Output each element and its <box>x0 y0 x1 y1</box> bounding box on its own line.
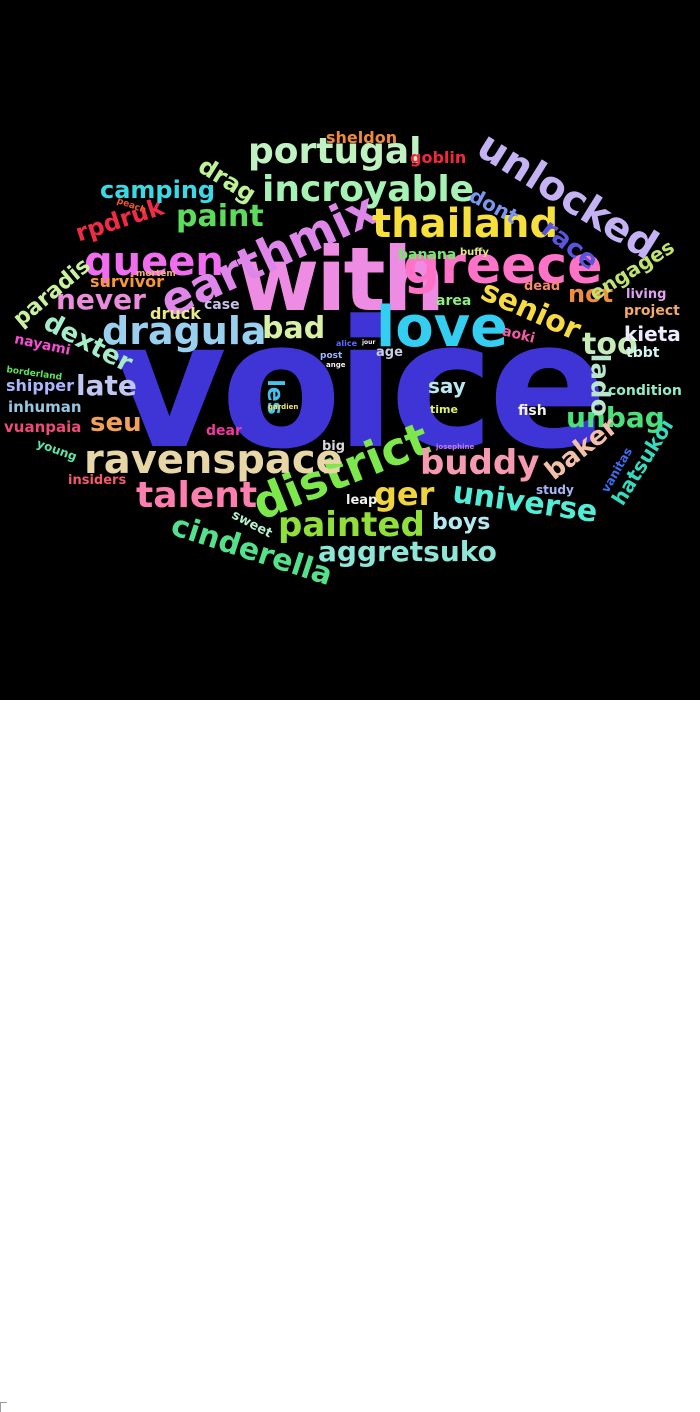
word: queen <box>84 239 224 285</box>
word: dragula <box>102 309 267 353</box>
word: vuanpaia <box>4 418 82 436</box>
word: too <box>582 327 638 362</box>
word: greece <box>403 236 603 296</box>
word: survivor <box>90 272 165 291</box>
word: time <box>430 403 458 416</box>
word: buffy <box>460 247 489 258</box>
word: post <box>320 351 343 361</box>
word: study <box>536 483 574 497</box>
word: banana <box>398 247 457 263</box>
word: seu <box>90 408 142 438</box>
word: with <box>238 228 445 331</box>
word: inhuman <box>8 398 82 416</box>
word: goblin <box>410 148 467 167</box>
word: ger <box>374 475 435 513</box>
word: camping <box>100 176 216 204</box>
word: never <box>56 283 146 316</box>
word: portugal <box>248 131 422 172</box>
word: josephine <box>436 443 475 451</box>
word: painted <box>278 505 425 545</box>
word: sheldon <box>326 128 398 147</box>
word: area <box>436 293 472 309</box>
word: fish <box>518 403 547 419</box>
word: kieta <box>624 322 681 346</box>
word: jour <box>362 339 376 346</box>
word: big <box>322 439 346 454</box>
word: buddy <box>420 443 540 483</box>
word: young <box>34 436 79 464</box>
word: mortem <box>136 269 176 279</box>
word: insiders <box>68 473 127 488</box>
word: gardien <box>268 403 299 411</box>
word: alice <box>336 339 358 348</box>
word: tbbt <box>626 345 660 361</box>
word: love <box>376 295 509 360</box>
word: druck <box>150 304 201 323</box>
word: bad <box>262 311 326 346</box>
word: dear <box>206 423 242 439</box>
word: case <box>204 297 240 313</box>
word: aggretsuko <box>318 535 497 568</box>
corner-mark <box>0 1402 7 1412</box>
word: incroyable <box>262 169 475 210</box>
word: voice <box>112 283 608 488</box>
word: talent <box>136 475 258 516</box>
word: living <box>626 287 667 302</box>
word: say <box>428 374 466 398</box>
word: boys <box>432 510 491 535</box>
word: condition <box>608 383 682 399</box>
word: ange <box>326 361 346 369</box>
word: dead <box>524 279 561 294</box>
word: late <box>76 369 137 402</box>
bottom-strip <box>0 700 700 1412</box>
word: unbag <box>566 401 665 434</box>
word: shipper <box>6 376 75 395</box>
word-cloud: voice with love greece earthmix district… <box>0 0 700 700</box>
word: ravenspace <box>84 437 343 483</box>
word: age <box>376 345 403 360</box>
word: paint <box>176 199 264 234</box>
word: leap <box>346 493 378 508</box>
word: not <box>568 280 614 308</box>
word: thailand <box>372 201 559 247</box>
word: project <box>624 303 680 319</box>
